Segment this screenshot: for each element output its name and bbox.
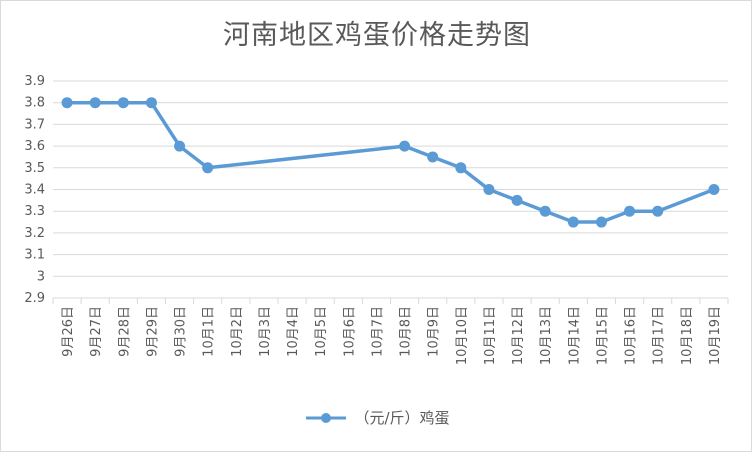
y-tick-label-1: 3 <box>37 269 45 284</box>
legend: （元/斤）鸡蛋 <box>1 407 751 428</box>
data-point-5 <box>202 162 214 174</box>
chart-title: 河南地区鸡蛋价格走势图 <box>223 20 531 51</box>
data-point-13 <box>427 151 439 163</box>
x-tick-label-9: 10月5日 <box>314 306 329 357</box>
x-tick-label-7: 10月3日 <box>258 306 273 357</box>
y-tick-label-4: 3.3 <box>24 204 45 219</box>
x-tick-label-16: 10月12日 <box>511 306 526 365</box>
x-tick-label-3: 9月29日 <box>145 306 160 357</box>
data-point-14 <box>455 162 467 174</box>
data-point-16 <box>511 194 523 206</box>
x-tick-label-8: 10月4日 <box>286 306 301 357</box>
y-tick-label-3: 3.2 <box>24 226 45 241</box>
x-tick-label-10: 10月6日 <box>342 306 357 357</box>
x-tick-label-19: 10月15日 <box>595 306 610 365</box>
data-point-19 <box>595 216 607 228</box>
x-tick-label-1: 9月27日 <box>89 306 104 357</box>
x-tick-label-21: 10月17日 <box>652 306 667 365</box>
data-point-1 <box>89 97 101 109</box>
data-point-20 <box>624 205 636 217</box>
x-tick-label-4: 9月30日 <box>174 306 189 357</box>
x-tick-label-5: 10月1日 <box>202 306 217 357</box>
data-point-21 <box>652 205 664 217</box>
data-point-17 <box>539 205 551 217</box>
x-tick-label-14: 10月10日 <box>455 306 470 365</box>
legend-label: （元/斤）鸡蛋 <box>354 409 450 427</box>
series-line-0 <box>67 100 715 224</box>
legend-swatch <box>306 412 347 423</box>
x-tick-label-15: 10月11日 <box>483 306 498 365</box>
x-tick-label-2: 9月28日 <box>117 306 132 357</box>
y-tick-label-7: 3.6 <box>24 139 45 154</box>
x-tick-label-11: 10月7日 <box>370 306 385 357</box>
data-point-0 <box>61 97 73 109</box>
y-tick-label-5: 3.4 <box>24 183 45 198</box>
y-tick-label-0: 2.9 <box>24 291 45 306</box>
x-tick-label-0: 9月26日 <box>61 306 76 357</box>
data-point-18 <box>567 216 579 228</box>
y-tick-label-10: 3.9 <box>24 74 45 89</box>
x-tick-label-13: 10月9日 <box>427 306 442 357</box>
y-tick-label-6: 3.5 <box>24 161 45 176</box>
y-tick-label-8: 3.7 <box>24 117 45 132</box>
y-tick-label-9: 3.8 <box>24 96 45 111</box>
x-tick-label-20: 10月16日 <box>624 306 639 365</box>
x-tick-label-6: 10月2日 <box>230 306 245 357</box>
x-tick-label-22: 10月18日 <box>680 306 695 365</box>
data-point-2 <box>117 97 129 109</box>
data-point-23 <box>708 184 720 195</box>
data-point-12 <box>399 140 411 152</box>
data-point-3 <box>145 97 157 109</box>
data-point-15 <box>483 184 495 195</box>
x-tick-label-12: 10月8日 <box>399 306 414 357</box>
x-tick-label-23: 10月19日 <box>708 306 723 365</box>
x-tick-label-18: 10月14日 <box>567 306 582 365</box>
y-tick-label-2: 3.1 <box>24 248 45 263</box>
x-tick-label-17: 10月13日 <box>539 306 554 365</box>
data-point-4 <box>174 140 186 152</box>
